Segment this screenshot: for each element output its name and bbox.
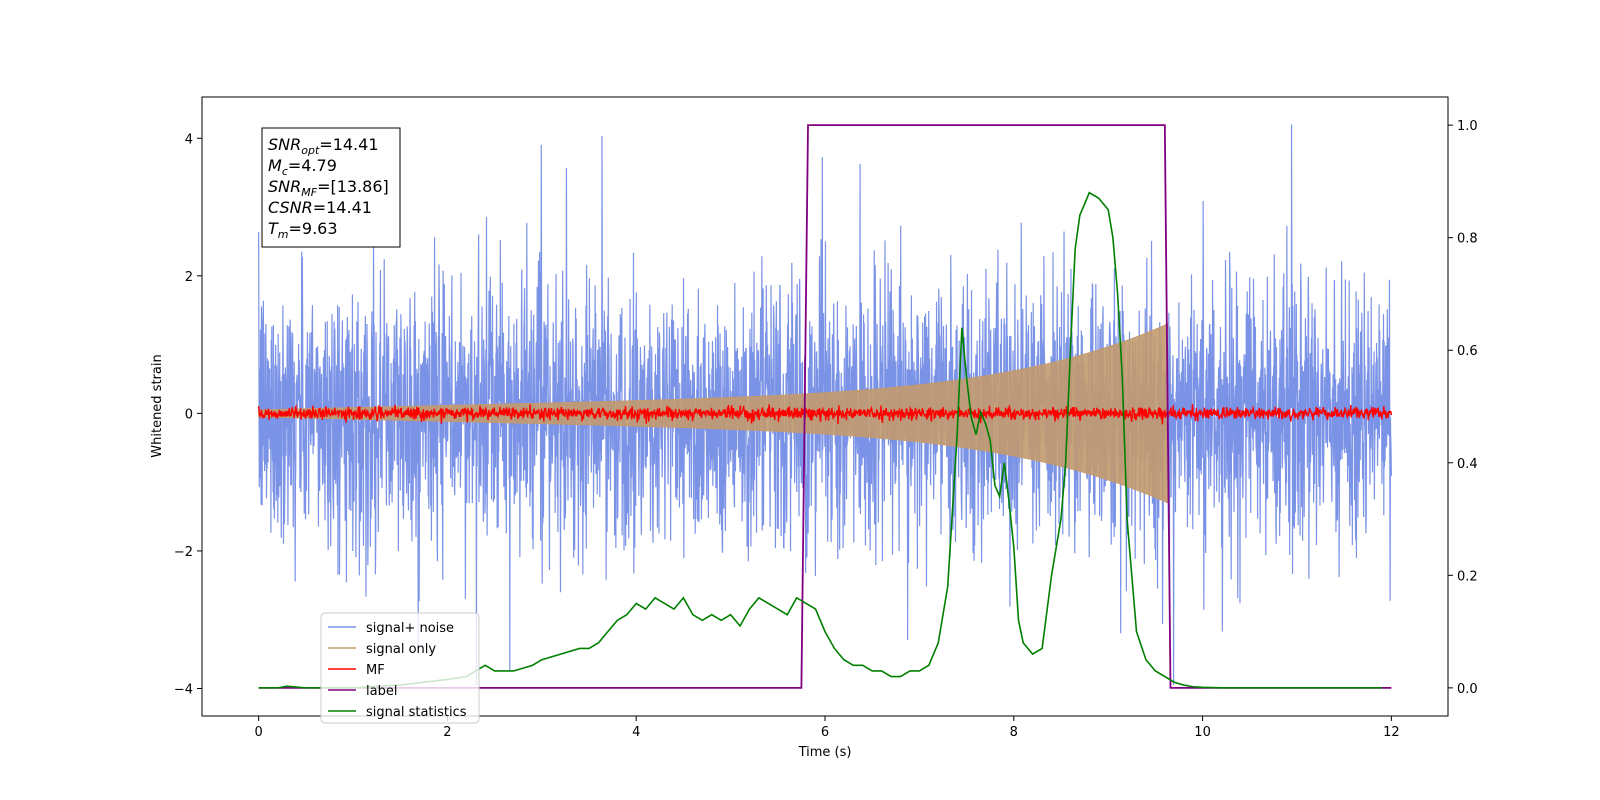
y-tick-label-right: 1.0 xyxy=(1457,119,1478,134)
legend-label: signal statistics xyxy=(366,705,467,720)
y-axis-right: 0.0 0.2 0.4 0.6 0.8 1.0 xyxy=(1448,119,1478,697)
legend: signal+ noise signal only MF label signal st… xyxy=(320,612,480,724)
x-tick-label: 10 xyxy=(1194,725,1211,740)
legend-label: signal+ noise xyxy=(366,621,454,636)
info-line: SNRopt=14.41 xyxy=(268,135,379,157)
x-tick-label: 2 xyxy=(443,725,451,740)
y-tick-label-right: 0.0 xyxy=(1457,682,1478,697)
x-axis-title: Time (s) xyxy=(798,745,852,760)
y-tick-label-left: 2 xyxy=(185,270,193,285)
series-signal-statistics xyxy=(258,191,1382,689)
x-tick-label: 0 xyxy=(254,725,262,740)
y-tick-label-right: 0.6 xyxy=(1457,344,1478,359)
x-tick-label: 12 xyxy=(1383,725,1400,740)
info-box: SNRopt=14.41Mc=4.79SNRMF=[13.86]CSNR=14.… xyxy=(261,127,401,248)
y-tick-label-left: −4 xyxy=(174,682,193,697)
info-line: SNRMF=[13.86] xyxy=(268,177,389,199)
y-tick-label-left: −2 xyxy=(174,545,193,560)
y-axis-left: −4 −2 0 2 4 xyxy=(174,132,202,697)
info-line: Tm=9.63 xyxy=(268,219,338,241)
legend-label: label xyxy=(366,684,397,699)
y-tick-label-right: 0.8 xyxy=(1457,232,1478,247)
y-tick-label-right: 0.4 xyxy=(1457,457,1478,472)
info-line: Mc=4.79 xyxy=(268,156,337,178)
info-line: CSNR=14.41 xyxy=(268,198,372,217)
x-tick-label: 4 xyxy=(632,725,640,740)
y-tick-label-right: 0.2 xyxy=(1457,569,1478,584)
legend-label: signal only xyxy=(366,642,436,657)
series-mf xyxy=(257,403,1393,425)
plot-area xyxy=(257,124,1393,689)
y-tick-label-left: 4 xyxy=(185,132,193,147)
x-axis: 0 2 4 6 8 10 12 xyxy=(254,716,1400,740)
y-tick-label-left: 0 xyxy=(185,407,193,422)
x-tick-label: 6 xyxy=(821,725,829,740)
x-tick-label: 8 xyxy=(1010,725,1018,740)
legend-label: MF xyxy=(366,663,385,678)
y-axis-title-left: Whitened strain xyxy=(150,354,165,457)
series-signal-noise xyxy=(258,124,1392,686)
